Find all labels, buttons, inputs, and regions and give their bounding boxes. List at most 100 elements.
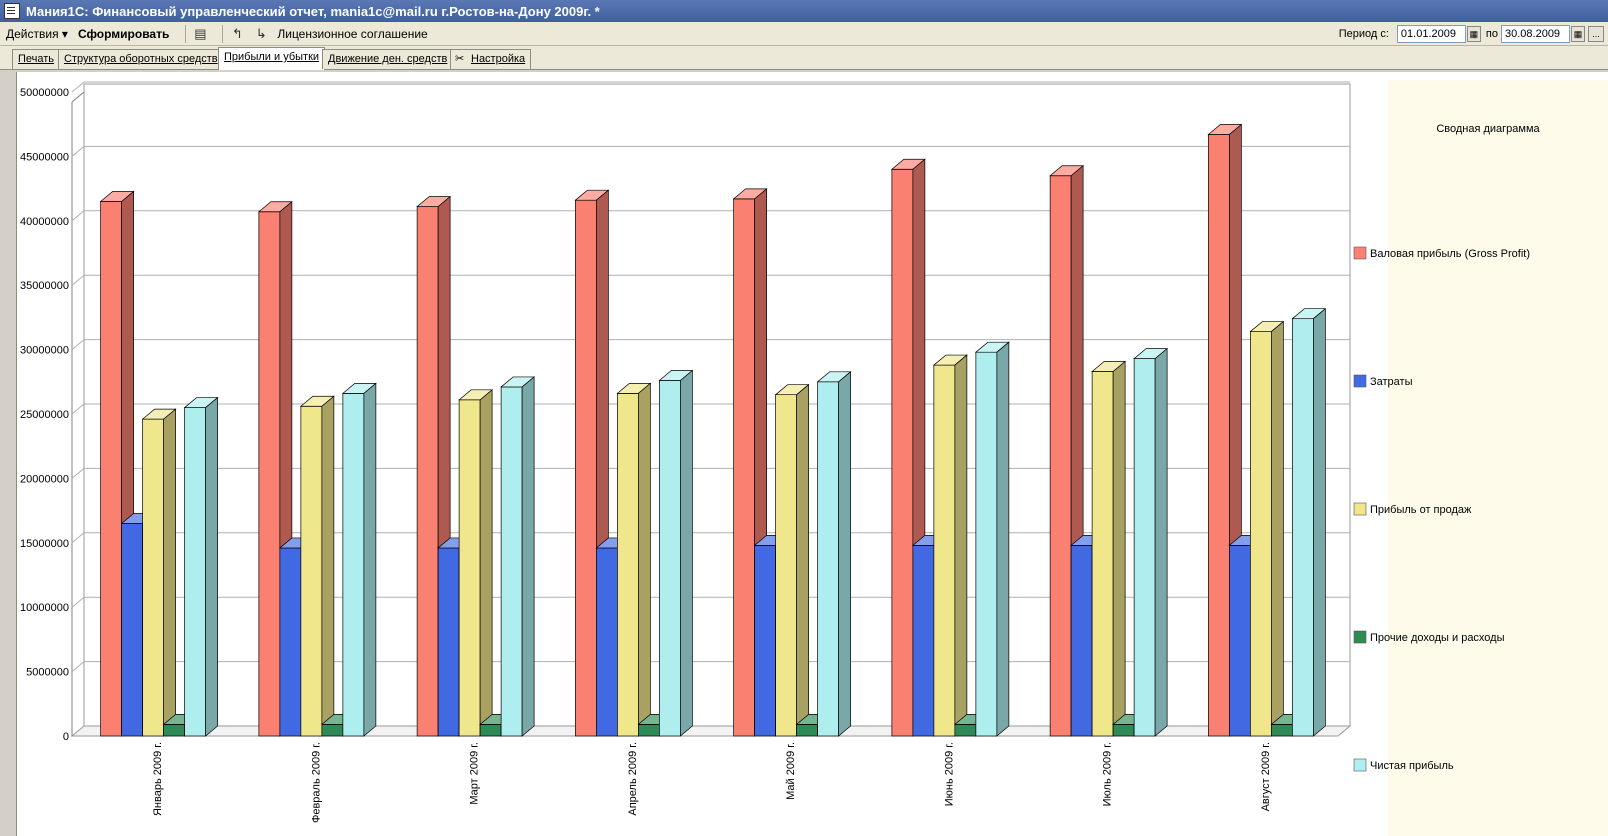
legend-swatch: [1353, 502, 1367, 516]
gridline-side: [71, 339, 85, 350]
chart-bars: [99, 123, 1327, 737]
license-agreement-button[interactable]: Лицензионное соглашение: [277, 26, 428, 41]
bar: [975, 351, 998, 737]
bar-side: [680, 369, 693, 737]
bar: [479, 724, 502, 737]
actions-menu[interactable]: Действия ▾: [6, 26, 68, 41]
window-titlebar: Мания1С: Финансовый управленческий отчет…: [0, 0, 1608, 22]
period-more-button[interactable]: ...: [1588, 26, 1604, 42]
bar: [1049, 175, 1072, 737]
document-icon: [4, 3, 20, 19]
x-tick-label: Апрель 2009 г.: [627, 742, 639, 816]
legend-area: [1388, 80, 1608, 836]
bar: [754, 545, 776, 737]
bar-side: [521, 376, 535, 737]
bar-side: [321, 395, 335, 737]
window-title: Мания1С: Финансовый управленческий отчет…: [26, 3, 600, 19]
bar: [300, 405, 323, 737]
bar-side: [838, 371, 851, 737]
tab-profit-loss[interactable]: Прибыли и убытки: [218, 47, 326, 70]
bar: [1208, 134, 1230, 737]
bar: [142, 418, 164, 737]
tab-print[interactable]: Печать: [12, 49, 61, 69]
chart-title: Сводная диаграмма: [1436, 123, 1540, 135]
x-tick-label: Июль 2009 г.: [1102, 742, 1114, 806]
bar-side: [638, 382, 651, 737]
bar-side: [1112, 360, 1126, 737]
legend-entry: Прочие доходы и расходы: [1370, 632, 1505, 644]
bar: [321, 724, 344, 737]
bar: [1091, 371, 1114, 737]
bar-side: [1313, 307, 1326, 737]
legend-swatch: [1353, 630, 1367, 644]
bar: [416, 206, 439, 737]
legend-swatch: [1353, 374, 1367, 388]
redo-arrow-icon[interactable]: ↳: [255, 25, 267, 41]
bar: [258, 211, 281, 737]
bar-side: [1154, 347, 1168, 737]
date-from-input[interactable]: 01.01.2009: [1396, 25, 1466, 43]
x-tick-label: Март 2009 г.: [469, 742, 481, 805]
y-axis-edge: [71, 91, 85, 103]
bar: [659, 380, 681, 737]
gridline-side: [71, 661, 85, 672]
bar-side: [205, 396, 218, 737]
y-tick-label: 5000000: [26, 667, 69, 679]
generate-button[interactable]: Сформировать: [77, 26, 170, 41]
x-tick-label: Январь 2009 г.: [152, 742, 164, 816]
calendar-icon[interactable]: ▦: [1466, 26, 1481, 42]
tab-settings[interactable]: ✂ Настройка: [450, 49, 532, 69]
bar-side: [163, 408, 176, 737]
x-tick-label: Февраль 2009 г.: [310, 742, 322, 823]
bar: [596, 547, 618, 737]
tab-settings-label: Настройка: [471, 53, 526, 65]
legend-entry: Валовая прибыль (Gross Profit): [1370, 248, 1530, 260]
legend-entry: Затраты: [1370, 376, 1413, 388]
toolbar-separator: [222, 24, 224, 43]
bar-side: [996, 341, 1010, 737]
bar: [342, 393, 365, 737]
y-tick-label: 40000000: [20, 216, 69, 228]
bar: [575, 199, 597, 737]
gridline-side: [71, 403, 85, 415]
bar: [1250, 331, 1272, 737]
bar: [1292, 318, 1314, 737]
undo-arrow-icon[interactable]: ↰: [231, 25, 243, 41]
bar: [891, 168, 914, 737]
bar: [1070, 545, 1093, 737]
date-to-input[interactable]: 30.08.2009: [1501, 25, 1570, 43]
legend-swatch: [1353, 758, 1367, 772]
y-tick-label: 25000000: [20, 409, 69, 421]
gridline-side: [71, 596, 85, 608]
toolbar: Действия ▾ Сформировать ▤ ↰ ↳ Лицензионн…: [0, 22, 1608, 46]
gridline-side: [71, 468, 85, 479]
y-tick-label: 10000000: [20, 602, 69, 614]
y-tick-label: 35000000: [20, 280, 69, 292]
period-selector: Период с: 01.01.2009 ▦ по 30.08.2009 ▦ .…: [1339, 22, 1608, 46]
bar: [1133, 358, 1156, 737]
calendar-icon[interactable]: ▦: [1571, 26, 1585, 42]
chart-axes: 0 5000000 10000000 15000000 20000000 25000000…: [20, 87, 1272, 823]
bar: [1112, 724, 1135, 737]
tools-icon: ✂: [455, 53, 465, 65]
bar-side: [479, 389, 493, 737]
y-tick-label: 50000000: [20, 87, 69, 99]
y-tick-label: 20000000: [20, 473, 69, 485]
x-tick-label: Июнь 2009 г.: [943, 742, 955, 806]
chart-legend: Валовая прибыль (Gross Profit) Затраты При…: [1353, 246, 1530, 772]
bar: [817, 381, 839, 737]
report-settings-icon[interactable]: ▤: [194, 25, 207, 41]
period-label: Период с:: [1338, 28, 1389, 40]
bar: [437, 547, 460, 737]
bar: [458, 399, 481, 737]
bar-side: [796, 383, 809, 737]
bar: [775, 394, 797, 737]
bar: [912, 545, 935, 737]
tab-cash-flow[interactable]: Движение ден. средств: [322, 49, 454, 69]
bar: [184, 407, 206, 737]
y-tick-label: 15000000: [20, 538, 69, 550]
y-tick-label: 45000000: [20, 151, 69, 163]
tab-bar: Печать Структура оборотных средств Прибы…: [0, 46, 1608, 70]
bar: [100, 201, 122, 737]
